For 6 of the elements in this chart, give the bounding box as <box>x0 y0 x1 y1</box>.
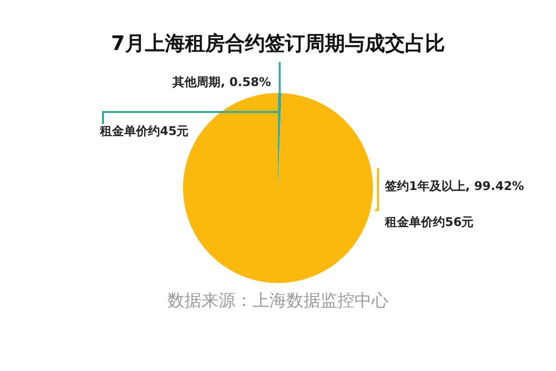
source-note: 数据来源：上海数据监控中心 <box>168 291 388 311</box>
slice-label: 签约1年及以上, 99.42% <box>384 179 524 193</box>
text: 租金单价约56元 <box>384 215 474 229</box>
slice-label: 其他周期, 0.58% <box>172 75 271 89</box>
chart-title: 7月上海租房合约签订周期与成交占比 <box>111 31 445 55</box>
text: 租金单价约45元 <box>99 124 189 138</box>
